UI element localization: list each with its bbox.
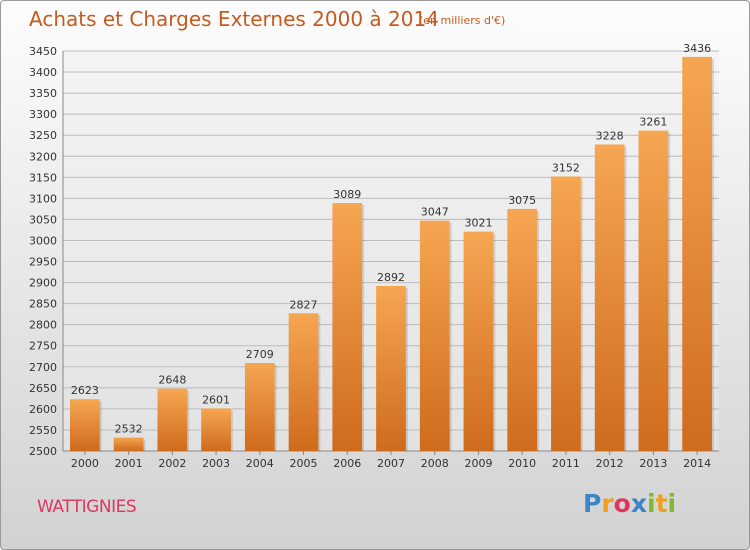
y-tick-label: 3450 bbox=[29, 45, 57, 58]
x-tick-label: 2011 bbox=[552, 457, 580, 470]
data-label: 3047 bbox=[421, 206, 449, 219]
x-tick-label: 2012 bbox=[596, 457, 624, 470]
data-label: 2892 bbox=[377, 271, 405, 284]
y-tick-label: 3050 bbox=[29, 213, 57, 226]
data-label: 2648 bbox=[158, 374, 186, 387]
place-name: WATTIGNIES bbox=[37, 497, 137, 517]
y-tick-label: 2800 bbox=[29, 319, 57, 332]
y-tick-label: 3200 bbox=[29, 150, 57, 163]
x-tick-label: 2013 bbox=[639, 457, 667, 470]
data-label: 3152 bbox=[552, 161, 580, 174]
bar bbox=[244, 363, 275, 451]
bar bbox=[638, 130, 669, 451]
bar bbox=[419, 220, 450, 451]
bar bbox=[69, 399, 100, 451]
bar bbox=[201, 408, 231, 451]
y-tick-label: 2500 bbox=[29, 445, 57, 458]
y-tick-label: 3400 bbox=[29, 66, 57, 79]
x-tick-label: 2010 bbox=[508, 457, 536, 470]
y-tick-label: 3100 bbox=[29, 192, 57, 205]
data-label: 3261 bbox=[639, 116, 667, 129]
y-tick-label: 2600 bbox=[29, 403, 57, 416]
y-tick-label: 3250 bbox=[29, 129, 57, 142]
y-tick-label: 3000 bbox=[29, 234, 57, 247]
chart-title: Achats et Charges Externes 2000 à 2014 bbox=[29, 7, 439, 31]
bar bbox=[551, 176, 581, 451]
x-tick-label: 2005 bbox=[290, 457, 318, 470]
logo-letter: i bbox=[667, 489, 677, 518]
bar bbox=[682, 56, 713, 451]
y-tick-label: 3150 bbox=[29, 171, 57, 184]
data-label: 2623 bbox=[71, 384, 99, 397]
y-tick-label: 2650 bbox=[29, 382, 57, 395]
y-tick-label: 2700 bbox=[29, 361, 57, 374]
bar bbox=[113, 437, 144, 451]
x-tick-label: 2000 bbox=[71, 457, 99, 470]
bar bbox=[463, 231, 494, 451]
x-tick-label: 2006 bbox=[333, 457, 361, 470]
logo-letter: o bbox=[613, 489, 631, 518]
y-tick-label: 3350 bbox=[29, 87, 57, 100]
data-label: 2827 bbox=[290, 298, 318, 311]
bar bbox=[157, 388, 188, 451]
x-tick-label: 2008 bbox=[421, 457, 449, 470]
data-label: 3075 bbox=[508, 194, 536, 207]
bar bbox=[332, 203, 363, 451]
bar bbox=[288, 313, 319, 451]
x-tick-label: 2002 bbox=[158, 457, 186, 470]
logo-letter: t bbox=[655, 489, 668, 518]
bar bbox=[507, 208, 538, 451]
data-label: 3228 bbox=[596, 129, 624, 142]
data-label: 3021 bbox=[464, 217, 492, 230]
bar bbox=[376, 285, 406, 451]
y-tick-label: 3300 bbox=[29, 108, 57, 121]
x-tick-label: 2009 bbox=[464, 457, 492, 470]
data-label: 3089 bbox=[333, 188, 361, 201]
logo-letter: P bbox=[583, 489, 602, 518]
plot-area: 2500 2550 2600 2650 2700 2750 2800 2850 2900 2950… bbox=[29, 42, 719, 470]
bar bbox=[594, 144, 625, 451]
data-label: 2532 bbox=[115, 423, 143, 436]
x-tick-label: 2014 bbox=[683, 457, 711, 470]
data-label: 2601 bbox=[202, 393, 230, 406]
x-tick-label: 2003 bbox=[202, 457, 230, 470]
y-tick-label: 2900 bbox=[29, 277, 57, 290]
x-tick-label: 2007 bbox=[377, 457, 405, 470]
x-tick-label: 2004 bbox=[246, 457, 274, 470]
logo-letter: x bbox=[630, 489, 647, 518]
data-label: 2709 bbox=[246, 348, 274, 361]
y-tick-label: 2750 bbox=[29, 340, 57, 353]
logo-letter: i bbox=[647, 489, 656, 518]
y-tick-label: 2950 bbox=[29, 256, 57, 269]
y-tick-label: 2850 bbox=[29, 298, 57, 311]
y-tick-label: 2550 bbox=[29, 424, 57, 437]
proxiti-logo: Proxiti bbox=[583, 489, 676, 518]
logo-letter: r bbox=[601, 489, 614, 518]
chart-subtitle: (en milliers d'€) bbox=[419, 14, 506, 27]
x-tick-label: 2001 bbox=[115, 457, 143, 470]
data-label: 3436 bbox=[683, 42, 711, 55]
